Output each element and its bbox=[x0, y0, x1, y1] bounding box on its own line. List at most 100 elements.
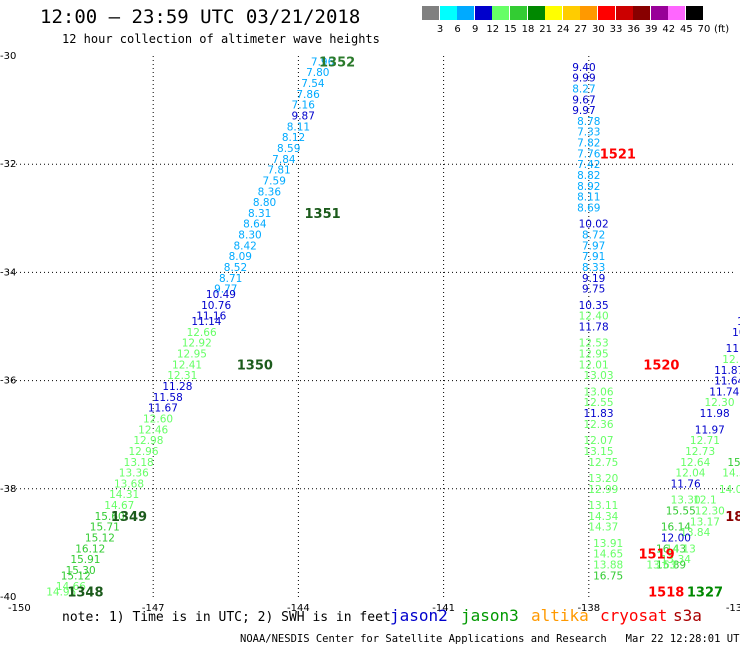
wave-height-label: 15.12 bbox=[61, 570, 91, 582]
satellite-altika: altika bbox=[531, 606, 589, 625]
wave-height-label: 16.75 bbox=[593, 570, 623, 582]
wave-height-label: 9.40 bbox=[572, 62, 595, 74]
wave-height-label: 8.33 bbox=[582, 262, 605, 274]
legend-swatch bbox=[527, 6, 545, 20]
wave-height-label: 12.53 bbox=[579, 338, 609, 350]
wave-height-label: 7.86 bbox=[296, 89, 320, 101]
pass-time-label: 1327 bbox=[687, 586, 723, 601]
wave-height-label: 12.55 bbox=[583, 397, 613, 409]
wave-height-label: 8.12 bbox=[282, 132, 305, 144]
wave-height-label: 12.30 bbox=[704, 397, 734, 409]
wave-height-label: 12.99 bbox=[588, 484, 618, 496]
legend-swatch bbox=[650, 6, 668, 20]
wave-height-label: 8.09 bbox=[229, 251, 252, 263]
legend-swatch bbox=[457, 6, 475, 20]
legend-swatch bbox=[422, 6, 439, 20]
wave-height-label: 13.36 bbox=[119, 468, 149, 480]
legend-label: 3 bbox=[436, 24, 444, 35]
wave-height-label: 15.30 bbox=[66, 565, 96, 577]
wave-height-label: 11.78 bbox=[579, 322, 609, 334]
wave-height-label: 12.31 bbox=[167, 370, 197, 382]
x-tick-label: -13 bbox=[726, 603, 740, 614]
legend-label: 21 bbox=[539, 24, 552, 35]
wave-height-label: 9.67 bbox=[572, 94, 595, 106]
wave-height-label: 11.83 bbox=[583, 408, 613, 420]
x-tick-label: -144 bbox=[287, 603, 310, 614]
wave-height-label: 14.31 bbox=[109, 489, 139, 501]
wave-height-label: 12.96 bbox=[128, 446, 158, 458]
chart-subtitle: 12 hour collection of altimeter wave hei… bbox=[62, 32, 380, 46]
wave-height-label: 13.20 bbox=[588, 473, 618, 485]
legend-label: 9 bbox=[472, 24, 479, 35]
legend-label: 12 bbox=[486, 24, 500, 35]
wave-height-label: 11.16 bbox=[196, 311, 226, 323]
wave-height-label: 15.55 bbox=[666, 505, 696, 517]
legend-label: 6 bbox=[454, 24, 461, 35]
wave-height-label: 14.65 bbox=[593, 549, 623, 561]
wave-height-label: 12.36 bbox=[583, 419, 613, 431]
legend-label: 70 bbox=[697, 24, 711, 35]
legend-swatch bbox=[633, 6, 651, 20]
wave-height-label: 11.87 bbox=[714, 365, 740, 377]
wave-height-label: 8.52 bbox=[224, 262, 247, 274]
pass-time-label: 1520 bbox=[643, 358, 679, 373]
wave-height-label: 9.19 bbox=[582, 273, 605, 285]
wave-height-label: 12.95 bbox=[177, 349, 207, 361]
legend-label: 42 bbox=[662, 24, 676, 35]
wave-height-label: 13.15 bbox=[583, 446, 613, 458]
wave-height-label: 13.18 bbox=[124, 457, 154, 469]
y-tick-label: -34 bbox=[0, 267, 16, 278]
wave-height-label: 13.34 bbox=[661, 554, 691, 566]
wave-height-label: 14.66 bbox=[56, 581, 86, 593]
wave-height-label: 11.28 bbox=[162, 381, 192, 393]
wave-height-label: 13.06 bbox=[583, 386, 613, 398]
legend-swatch bbox=[562, 6, 580, 20]
legend-label: 18 bbox=[521, 24, 535, 35]
x-tick-label: -141 bbox=[432, 603, 455, 614]
wave-height-label: 7.76 bbox=[577, 148, 601, 160]
wave-height-label: 14.3 bbox=[722, 468, 740, 480]
x-tick-label: -150 bbox=[8, 603, 31, 614]
satellite-s3a: s3a bbox=[673, 606, 702, 625]
wave-height-label: 11.58 bbox=[153, 392, 183, 404]
legend-label: 15 bbox=[504, 24, 517, 35]
legend-swatch bbox=[598, 6, 615, 20]
wave-height-label: 11.67 bbox=[148, 403, 178, 415]
wave-height-label: 13.30 bbox=[671, 495, 701, 507]
wave-height-label: 10.35 bbox=[579, 300, 609, 312]
wave-height-label: 9.75 bbox=[582, 284, 605, 296]
wave-height-label: 7.42 bbox=[577, 159, 600, 171]
wave-height-label: 8.71 bbox=[219, 273, 242, 285]
wave-height-label: 7.96 bbox=[311, 56, 335, 68]
wave-height-label: 12.01 bbox=[579, 359, 609, 371]
wave-height-label: 7.81 bbox=[267, 165, 290, 177]
legend-swatch bbox=[545, 6, 563, 20]
legend-label: 39 bbox=[644, 24, 658, 35]
satellite-cryosat: cryosat bbox=[600, 606, 668, 625]
wave-height-label: 8.27 bbox=[572, 83, 595, 95]
wave-height-label: 12.71 bbox=[690, 435, 720, 447]
wave-height-label: 7.33 bbox=[577, 127, 600, 139]
wave-height-label: 8.78 bbox=[577, 116, 600, 128]
wave-height-label: 12.75 bbox=[588, 457, 618, 469]
y-tick-label: -38 bbox=[0, 484, 16, 495]
wave-height-label: 16.43 bbox=[656, 543, 686, 555]
wave-height-label: 13.11 bbox=[588, 500, 618, 512]
y-tick-label: -30 bbox=[0, 51, 16, 62]
wave-height-label: 11. bbox=[726, 343, 740, 355]
legend-label: 33 bbox=[609, 24, 623, 35]
pass-time-label: 1521 bbox=[600, 147, 636, 162]
legend-swatch bbox=[474, 6, 492, 20]
wave-height-label: 12.40 bbox=[579, 311, 609, 323]
wave-height-label: 10.02 bbox=[579, 219, 609, 231]
wave-height-label: 8.31 bbox=[248, 208, 271, 220]
pass-time-label: 1352 bbox=[319, 55, 355, 70]
wave-height-label: 13.63 bbox=[646, 560, 676, 572]
wave-height-label: 14.95 bbox=[46, 587, 76, 599]
y-tick-label: -36 bbox=[0, 376, 16, 387]
pass-time-label: 1350 bbox=[237, 358, 273, 373]
wave-height-label: 7.82 bbox=[577, 138, 600, 150]
wave-height-label: 8.64 bbox=[243, 219, 267, 231]
wave-height-label: 7.97 bbox=[582, 240, 605, 252]
wave-height-label: 9.87 bbox=[292, 111, 315, 123]
